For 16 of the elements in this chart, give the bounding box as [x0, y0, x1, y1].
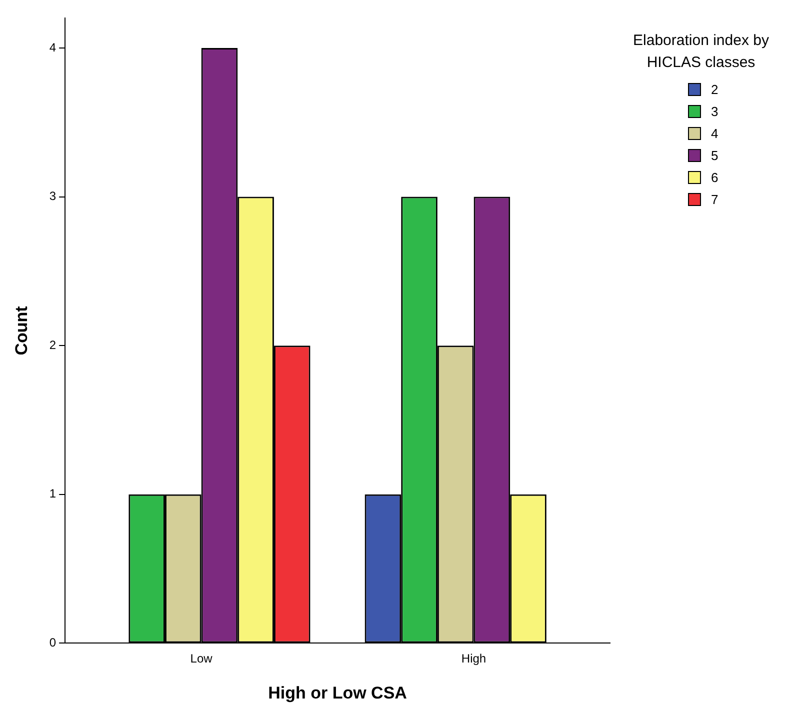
legend-label: 6: [711, 170, 718, 184]
y-tick-label: 0: [49, 636, 56, 650]
y-tick-label: 4: [49, 40, 56, 54]
legend-label: 7: [711, 192, 718, 206]
x-tick-label: High: [461, 652, 486, 666]
legend-label: 2: [711, 82, 718, 96]
y-axis-title: Count: [12, 306, 31, 356]
legend-label: 3: [711, 104, 718, 118]
legend-label: 5: [711, 148, 718, 162]
x-axis-title: High or Low CSA: [268, 683, 407, 702]
y-tick-label: 3: [49, 189, 56, 204]
legend-title: Elaboration index by HICLAS classes: [632, 31, 770, 73]
legend-label: 4: [711, 126, 718, 140]
x-tick-label: Low: [190, 652, 213, 666]
y-tick-label: 2: [49, 338, 56, 352]
y-tick-label: 1: [49, 486, 56, 501]
